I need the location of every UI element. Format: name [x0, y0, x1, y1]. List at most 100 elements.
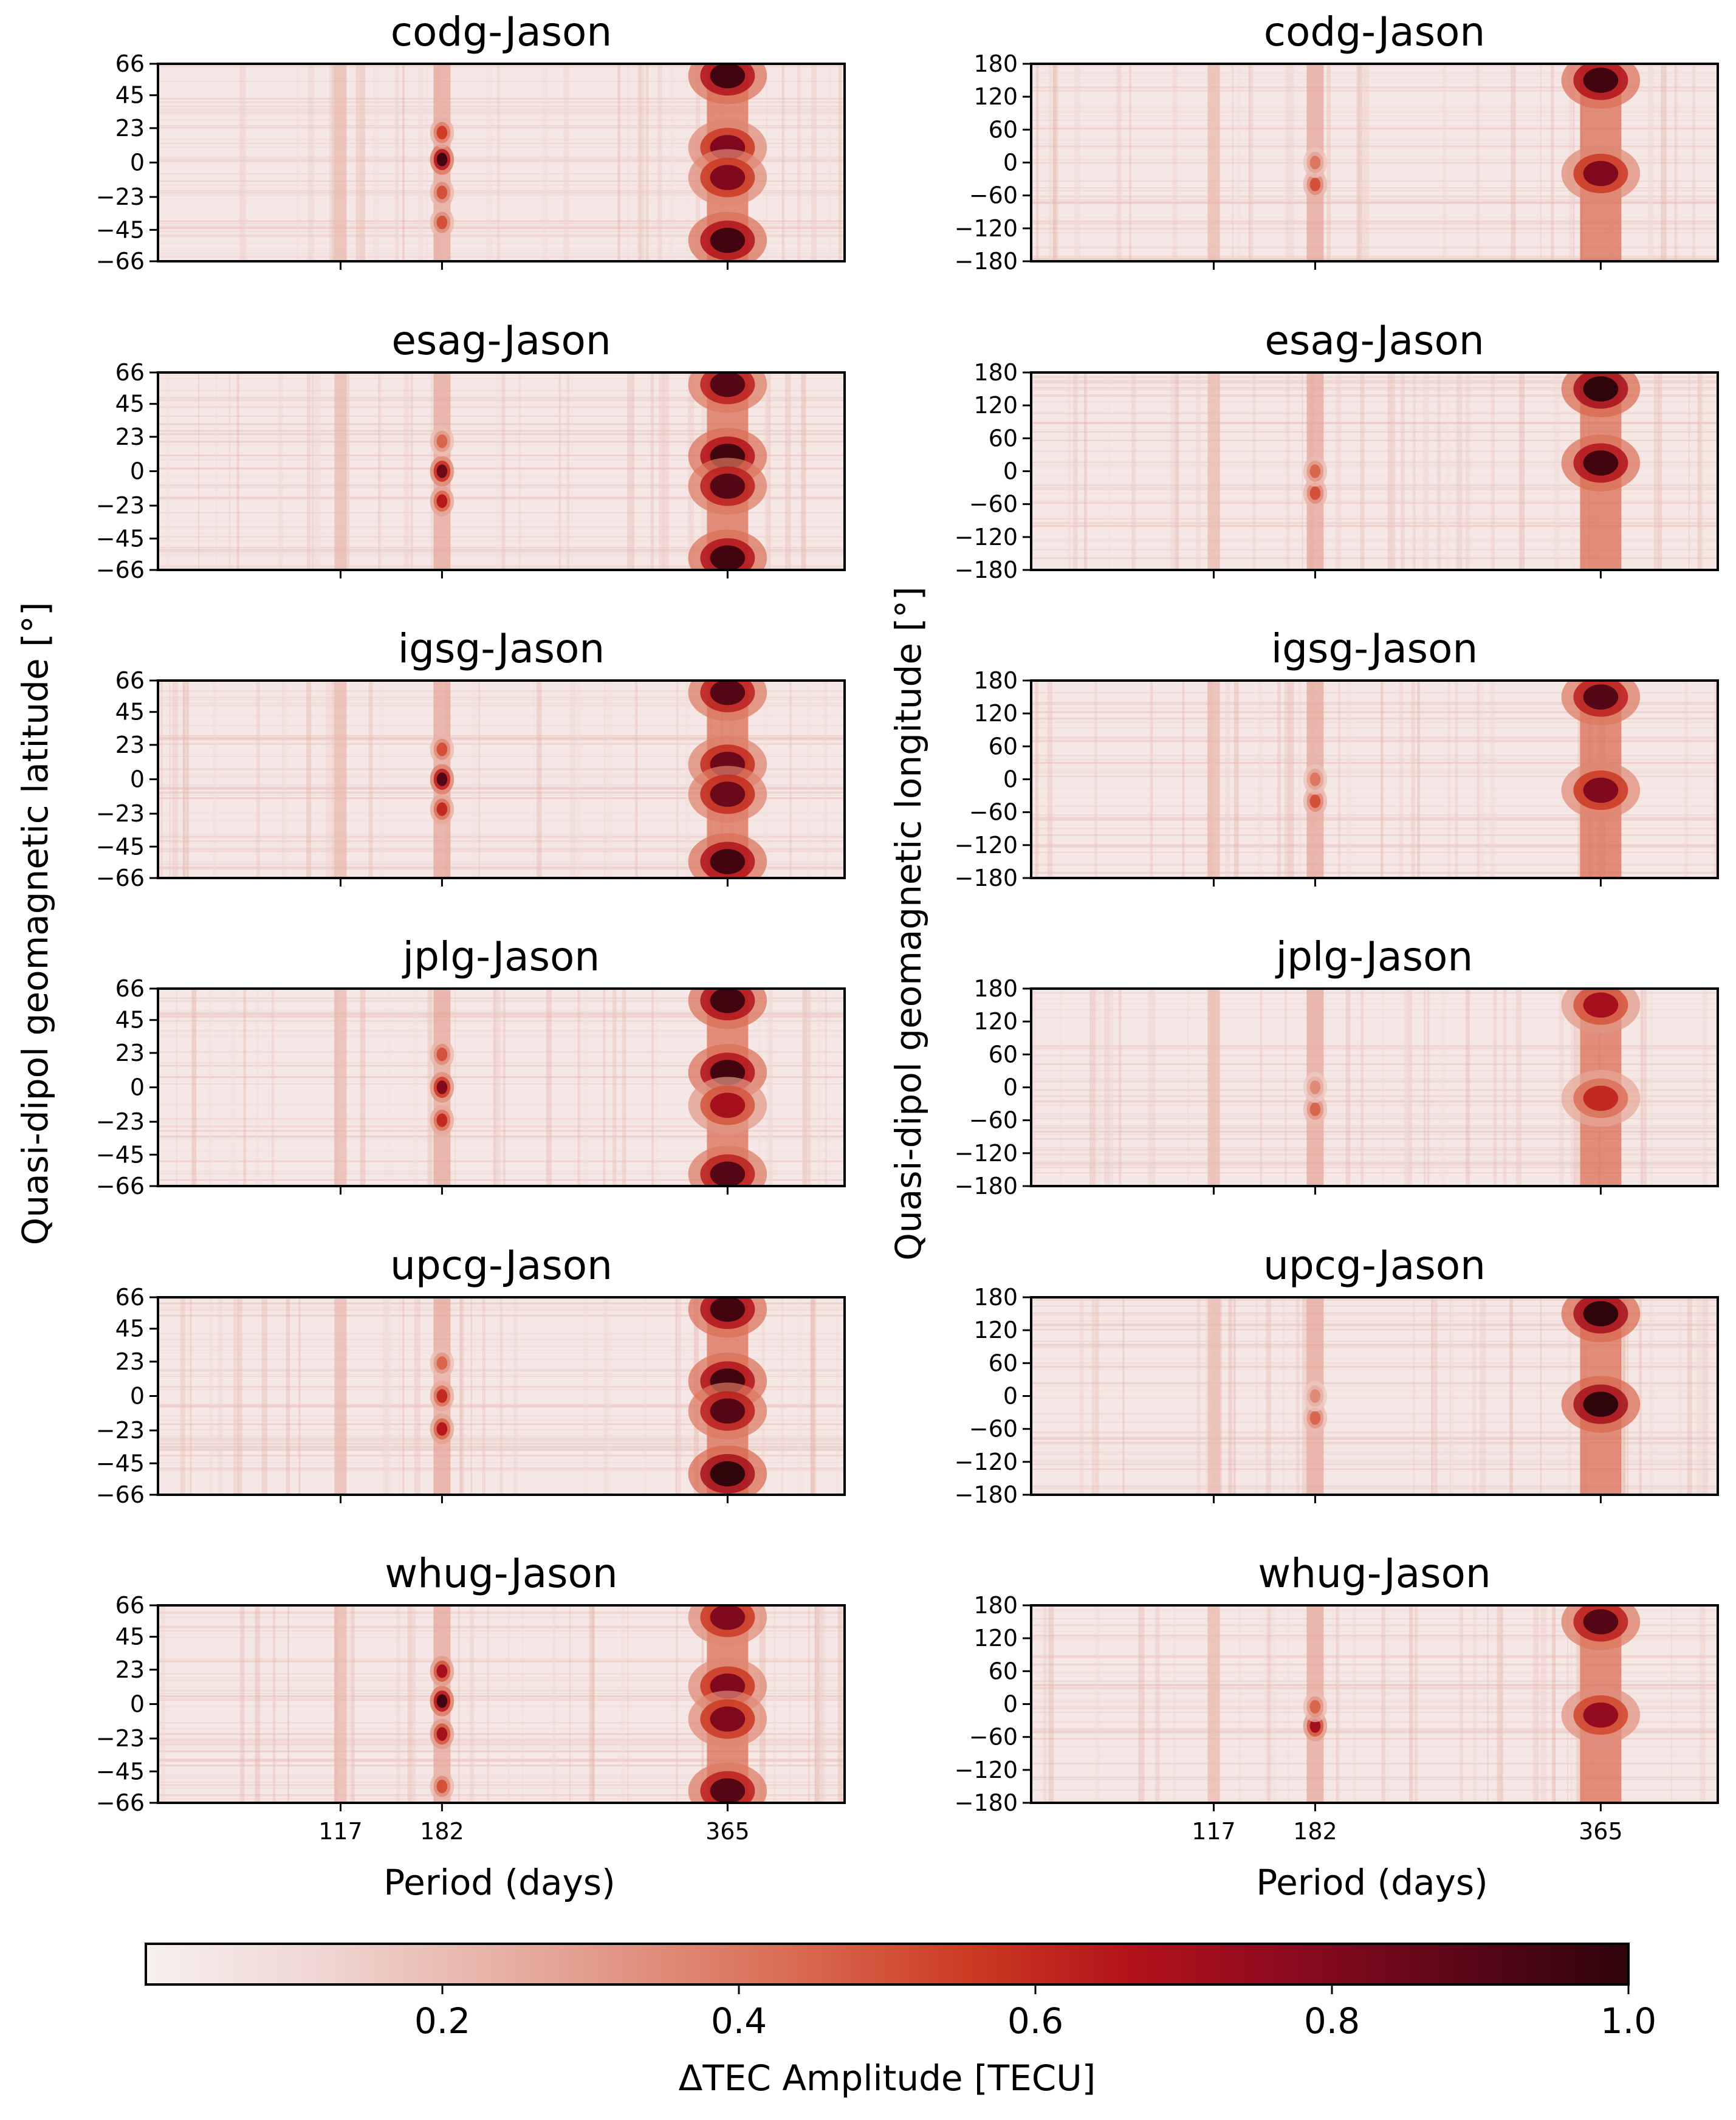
texture-stripe [1661, 64, 1667, 261]
texture-streak [1031, 1700, 1718, 1703]
amplitude-peak [710, 849, 746, 874]
texture-streak [158, 724, 845, 727]
texture-stripe [1060, 989, 1062, 1186]
texture-stripe [1205, 1297, 1208, 1495]
panel-title: esag-Jason [1264, 317, 1484, 364]
texture-stripe [307, 372, 310, 570]
colorbar-tick-label: 0.8 [1304, 2000, 1360, 2042]
texture-streak [1031, 1298, 1718, 1301]
texture-streak [1031, 396, 1718, 397]
texture-stripe [1148, 989, 1150, 1186]
y-tick-label: 0 [1003, 458, 1018, 485]
texture-stripe [191, 989, 197, 1186]
texture-streak [1031, 1048, 1718, 1049]
amplitude-peak [436, 1080, 448, 1094]
texture-stripe [645, 64, 649, 261]
texture-streak [1031, 493, 1718, 495]
texture-streak [158, 1788, 845, 1789]
texture-streak [158, 1161, 845, 1162]
texture-streak [158, 156, 845, 158]
texture-streak [158, 1415, 845, 1416]
texture-streak [1031, 143, 1718, 145]
texture-stripe [1338, 681, 1341, 878]
texture-stripe [1249, 64, 1251, 261]
texture-stripe [676, 681, 679, 878]
texture-streak [158, 125, 845, 126]
texture-stripe [213, 681, 216, 878]
texture-streak [1031, 1448, 1718, 1450]
texture-streak [158, 1728, 845, 1729]
y-tick-label: −45 [96, 216, 145, 243]
texture-stripe [637, 64, 642, 261]
texture-streak [1031, 72, 1718, 74]
texture-stripe [769, 989, 774, 1186]
texture-streak [158, 158, 845, 160]
texture-stripe [818, 1605, 823, 1803]
y-tick-label: 0 [130, 149, 145, 176]
texture-stripe [1255, 1297, 1258, 1495]
panel-upcg-lat: upcg-Jason 66 45 23 0 −23 −45 −66 [96, 1242, 846, 1508]
amplitude-peak [436, 185, 448, 199]
heatmap-area [158, 989, 845, 1186]
colorbar-ticks: 0.2 0.4 0.6 0.8 1.0 [414, 1984, 1656, 2042]
texture-stripe [814, 1605, 820, 1803]
texture-stripe [604, 681, 606, 878]
texture-streak [1031, 1618, 1718, 1619]
texture-stripe [820, 1605, 826, 1803]
texture-streak [158, 1135, 845, 1137]
texture-stripe [1073, 372, 1078, 570]
amplitude-peak [1309, 1411, 1321, 1425]
texture-streak [158, 1302, 845, 1305]
texture-stripe [1337, 1605, 1340, 1803]
texture-stripe [396, 1605, 400, 1803]
texture-stripe [760, 1605, 766, 1803]
texture-streak [158, 1449, 845, 1451]
y-tick-label: 45 [115, 1624, 145, 1650]
y-tick-label: 23 [115, 424, 145, 450]
texture-stripe [810, 1297, 817, 1495]
texture-streak [1031, 203, 1718, 205]
texture-streak [158, 1658, 845, 1660]
texture-stripe [459, 1297, 462, 1495]
panel-esag-lon: esag-Jason 180 120 60 0 −60 −120 −180 [955, 317, 1719, 583]
texture-stripe [1091, 1297, 1094, 1495]
texture-streak [158, 109, 845, 112]
texture-stripe [459, 1297, 465, 1495]
texture-streak [158, 138, 845, 140]
texture-stripe [1252, 372, 1256, 570]
texture-streak [1031, 81, 1718, 83]
texture-stripe [1430, 1297, 1433, 1495]
texture-stripe [1699, 372, 1704, 570]
texture-streak [1031, 759, 1718, 761]
texture-stripe [1260, 989, 1263, 1186]
texture-stripe [360, 989, 366, 1186]
xlabel-right: Period (days) [1256, 1862, 1487, 1903]
texture-streak [158, 220, 845, 222]
texture-stripe [281, 681, 286, 878]
texture-streak [1031, 1365, 1718, 1367]
texture-stripe [311, 372, 314, 570]
texture-streak [1031, 246, 1718, 249]
texture-stripe [1450, 1297, 1452, 1495]
texture-stripe [1532, 1605, 1539, 1803]
texture-streak [1031, 232, 1718, 234]
texture-stripe [1443, 64, 1447, 261]
texture-stripe [627, 1605, 629, 1803]
texture-stripe [1551, 1605, 1556, 1803]
y-tick-label: −23 [96, 1417, 145, 1444]
texture-streak [1031, 1656, 1718, 1658]
texture-streak [158, 1758, 845, 1761]
texture-streak [158, 836, 845, 837]
texture-stripe [368, 681, 373, 878]
y-tick-label: 60 [989, 1041, 1018, 1068]
texture-stripe [417, 64, 424, 261]
texture-streak [1031, 380, 1718, 382]
texture-streak [1031, 1047, 1718, 1049]
texture-stripe [837, 1605, 843, 1803]
period-band [1207, 681, 1220, 878]
texture-stripe [1491, 372, 1495, 570]
texture-stripe [272, 1605, 276, 1803]
texture-stripe [675, 1297, 677, 1495]
texture-stripe [1473, 1605, 1477, 1803]
texture-streak [158, 743, 845, 745]
